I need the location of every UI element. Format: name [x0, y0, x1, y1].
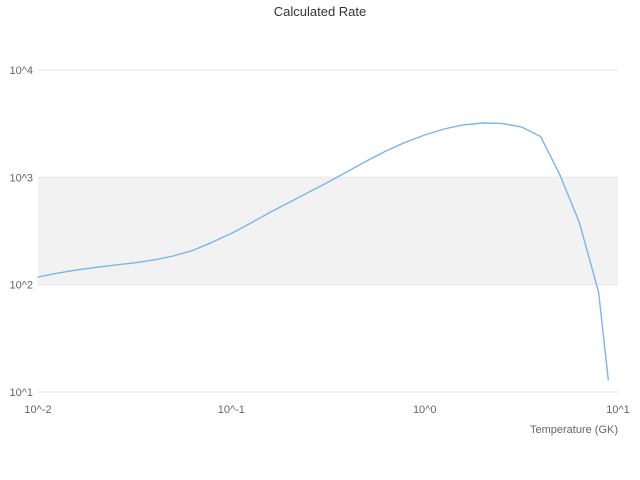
- x-tick-label: 10^-2: [24, 404, 51, 416]
- y-tick-label: 10^3: [9, 172, 33, 184]
- y-tick-label: 10^2: [9, 280, 33, 292]
- y-tick-label: 10^4: [9, 65, 33, 77]
- y-axis-alternate-band: [38, 177, 618, 285]
- chart-title: Calculated Rate: [273, 4, 367, 19]
- x-tick-label: 10^1: [606, 404, 630, 416]
- x-tick-label: 10^0: [413, 404, 437, 416]
- x-axis-title: Temperature (GK): [529, 424, 618, 436]
- y-tick-label: 10^1: [9, 387, 33, 399]
- x-tick-label: 10^-1: [218, 404, 245, 416]
- rate-curve: [37, 122, 609, 381]
